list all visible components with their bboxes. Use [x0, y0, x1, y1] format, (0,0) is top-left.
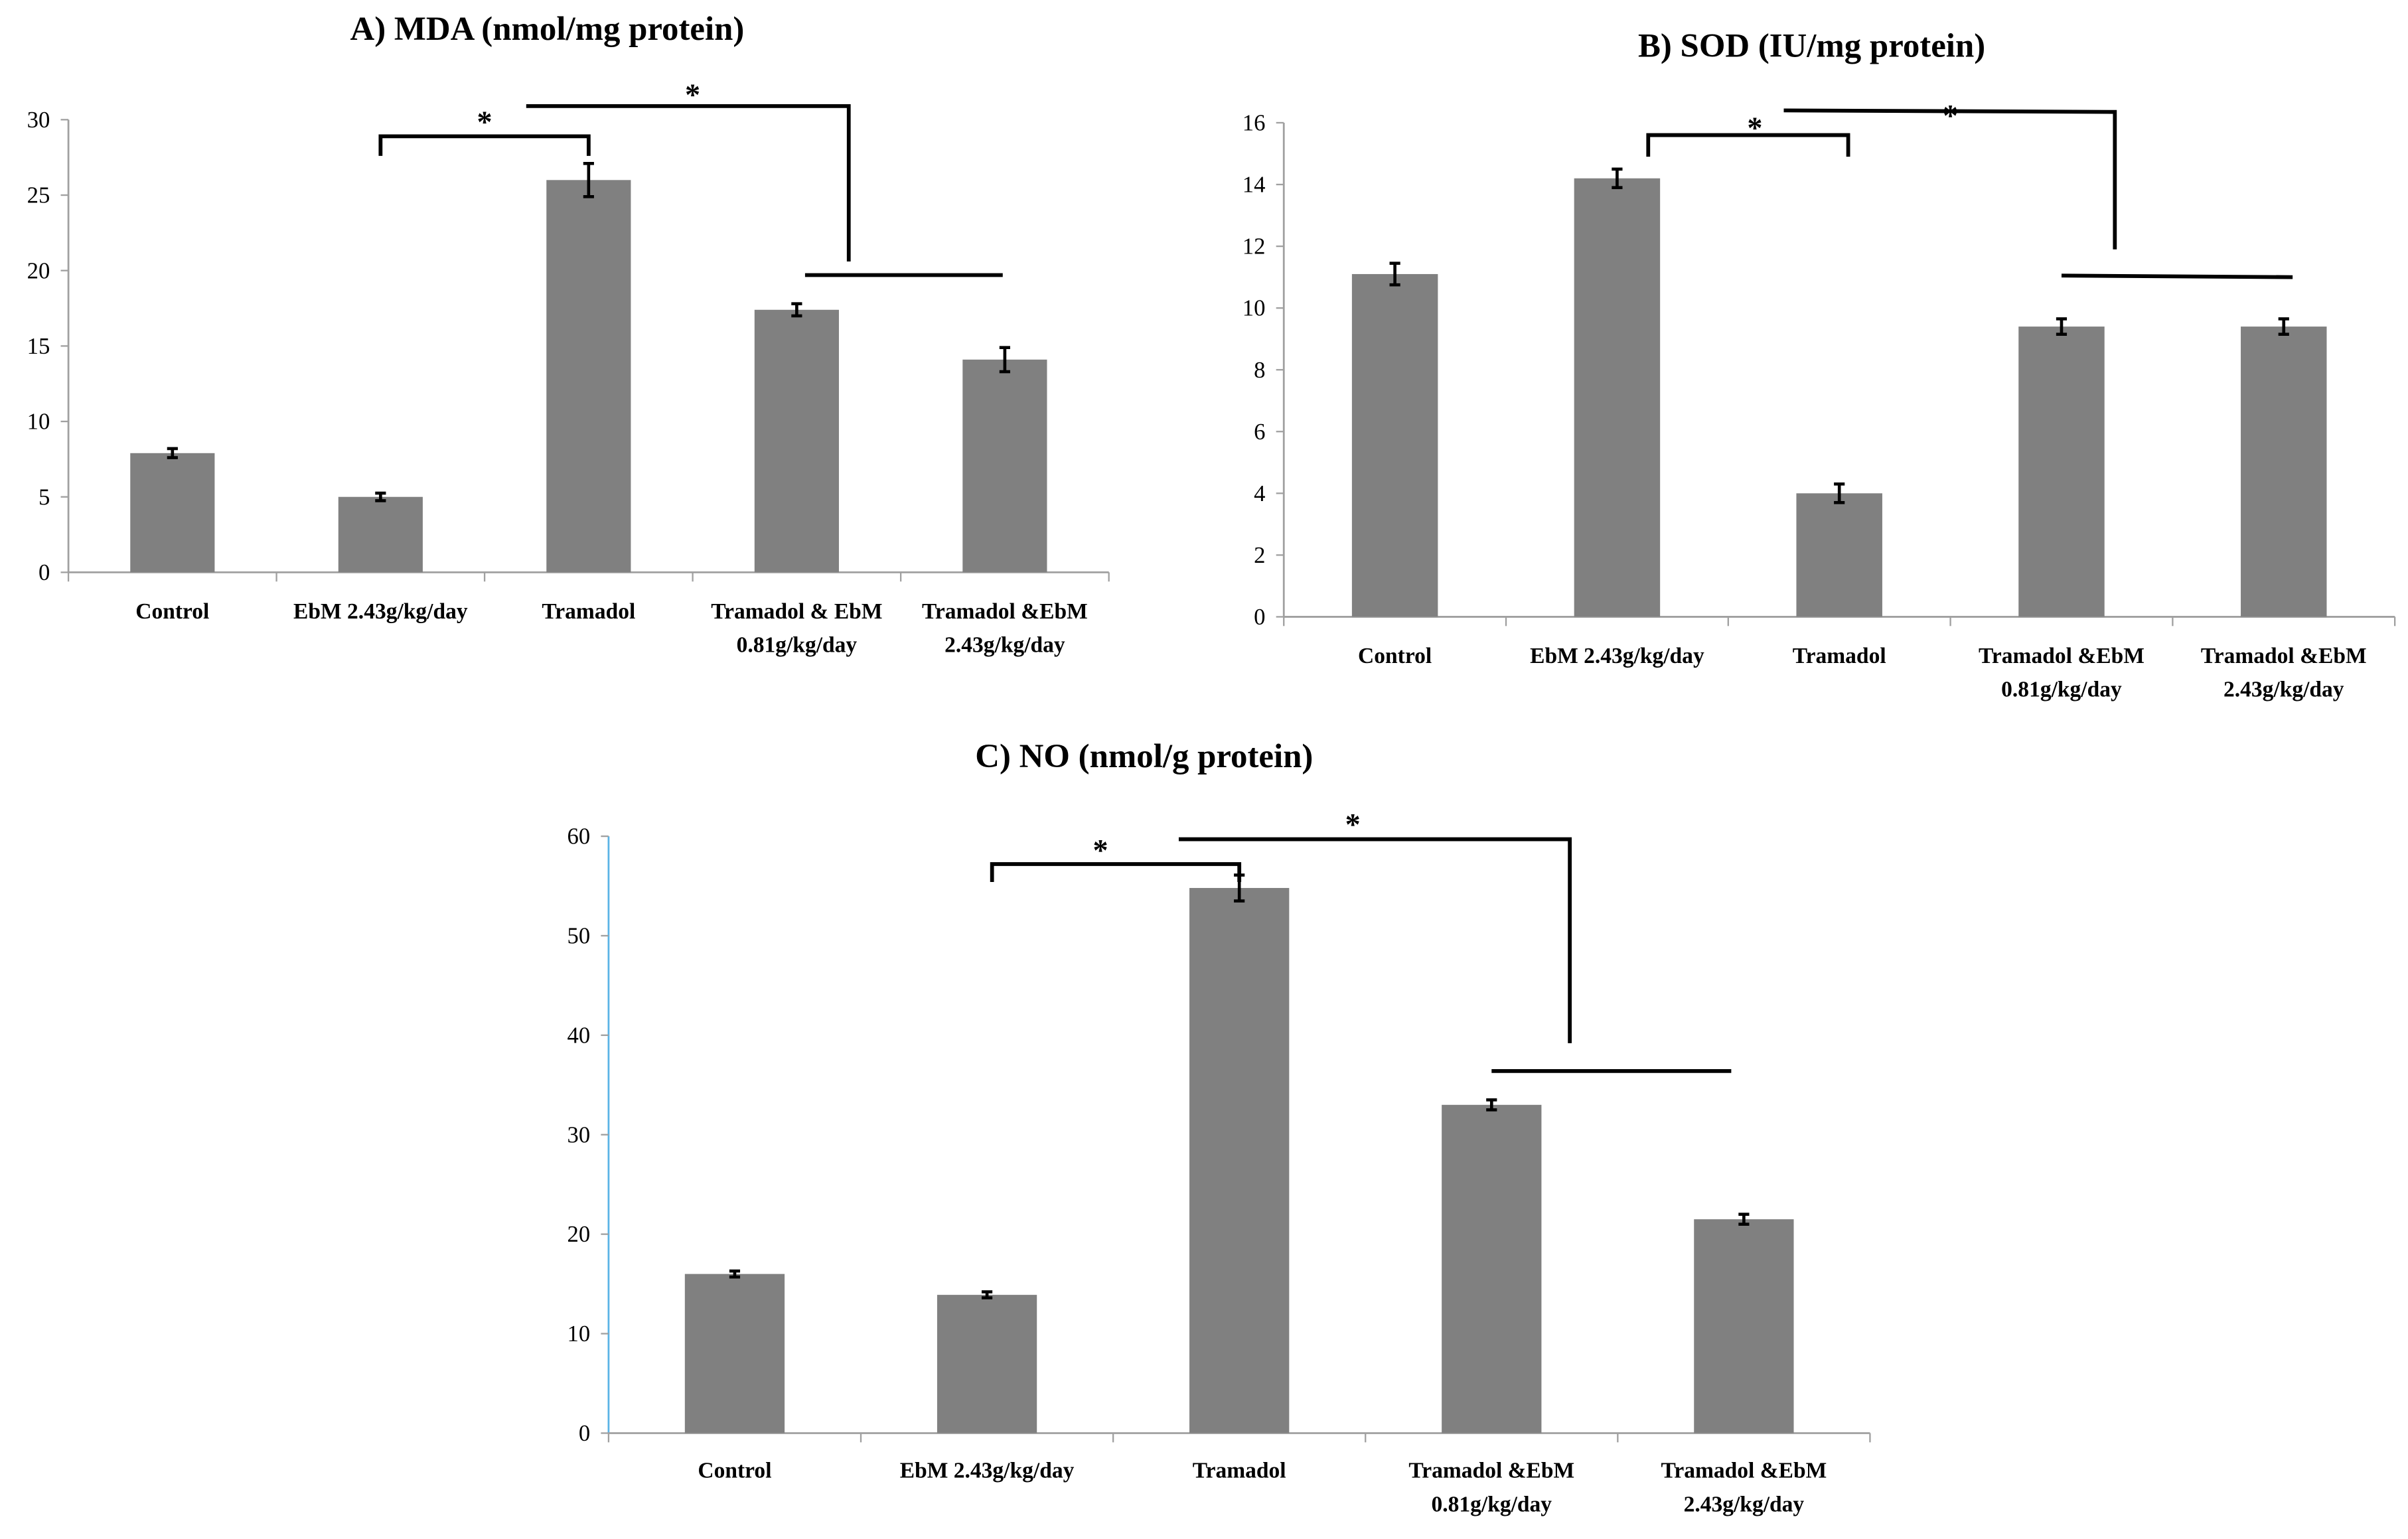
y-tick-label: 40: [567, 1022, 591, 1048]
bar: [1189, 888, 1290, 1433]
significance-bracket: [1783, 108, 2117, 250]
x-tick-label: Tramadol: [1793, 644, 1886, 668]
bar: [1796, 493, 1882, 617]
significance-star: *: [1093, 834, 1108, 868]
bar: [937, 1295, 1037, 1433]
bar: [1694, 1219, 1794, 1433]
chart-title: C) NO (nmol/g protein): [975, 738, 1313, 775]
x-tick-label: Control: [698, 1459, 771, 1483]
x-tick-label: Tramadol &EbM: [1661, 1459, 1827, 1483]
y-tick-label: 50: [567, 923, 591, 949]
x-tick-label: Control: [1358, 644, 1432, 668]
bar: [338, 496, 423, 573]
y-tick-label: 2: [1254, 542, 1265, 568]
bar: [130, 453, 215, 573]
significance-star: *: [1943, 100, 1958, 133]
chart-title: B) SOD (IU/mg protein): [1638, 28, 1985, 65]
x-tick-label: EbM 2.43g/kg/day: [900, 1459, 1075, 1483]
y-tick-label: 12: [1242, 234, 1266, 259]
y-tick-label: 0: [1254, 604, 1265, 630]
x-tick-label: Tramadol &EbM: [2201, 644, 2367, 668]
y-tick-label: 0: [38, 559, 50, 585]
chart-panel-2: C) NO (nmol/g protein) 0 10 20 30 40 50 60 Contr…: [567, 738, 1871, 1516]
x-tick-label: EbM 2.43g/kg/day: [293, 599, 468, 624]
significance-bracket: [1178, 837, 1572, 1043]
chart-panel-1: B) SOD (IU/mg protein) 0 2 4 6 8 10 12 14 16 Contr…: [1242, 28, 2396, 702]
bar: [2241, 327, 2327, 617]
y-tick-label: 8: [1254, 357, 1265, 383]
bar: [1351, 273, 1438, 617]
bar: [546, 180, 631, 573]
y-tick-label: 30: [27, 107, 50, 133]
x-tick-label: Tramadol: [1193, 1459, 1286, 1483]
y-tick-label: 4: [1254, 480, 1265, 506]
x-tick-label: Tramadol &EbM: [1979, 644, 2145, 668]
y-tick-label: 60: [567, 824, 591, 849]
x-tick-label: Control: [135, 599, 209, 624]
x-tick-label: 2.43g/kg/day: [944, 633, 1065, 658]
y-tick-label: 30: [567, 1122, 591, 1147]
x-tick-label: EbM 2.43g/kg/day: [1530, 644, 1704, 668]
y-tick-label: 20: [567, 1221, 591, 1247]
y-tick-label: 5: [38, 484, 50, 510]
x-tick-label: 0.81g/kg/day: [737, 633, 858, 658]
bar: [1574, 178, 1661, 617]
y-tick-label: 0: [579, 1420, 590, 1446]
y-tick-label: 25: [27, 183, 50, 208]
x-tick-label: Tramadol &EbM: [1408, 1459, 1574, 1483]
x-tick-label: 0.81g/kg/day: [1431, 1492, 1552, 1516]
x-tick-label: Tramadol & EbM: [711, 599, 882, 624]
y-tick-label: 20: [27, 257, 50, 283]
significance-star: *: [685, 78, 700, 112]
significance-star: *: [477, 106, 492, 139]
y-tick-label: 16: [1242, 110, 1266, 136]
bar: [684, 1274, 785, 1433]
significance-bracket: [526, 104, 851, 262]
significance-bracket: [1646, 133, 1850, 157]
y-tick-label: 14: [1242, 172, 1266, 198]
y-tick-label: 15: [27, 333, 50, 359]
significance-bracket: [990, 862, 1242, 883]
bar: [1442, 1104, 1542, 1433]
x-tick-label: 2.43g/kg/day: [2223, 678, 2344, 702]
x-tick-label: Tramadol &EbM: [922, 599, 1088, 624]
y-tick-label: 10: [1242, 295, 1266, 321]
chart-panel-0: A) MDA (nmol/mg protein) 0 5 10 15 20 25 30 Cont…: [27, 11, 1110, 658]
significance-bracket: [2061, 273, 2293, 279]
x-tick-label: 2.43g/kg/day: [1684, 1492, 1805, 1516]
bar: [754, 309, 839, 573]
chart-title: A) MDA (nmol/mg protein): [350, 11, 745, 48]
y-tick-label: 10: [567, 1321, 591, 1347]
significance-star: *: [1345, 808, 1361, 842]
significance-bracket: [378, 134, 591, 156]
x-tick-label: 0.81g/kg/day: [2001, 678, 2122, 702]
x-tick-label: Tramadol: [542, 599, 635, 624]
y-tick-label: 10: [27, 409, 50, 435]
bar: [2018, 327, 2105, 617]
y-tick-label: 6: [1254, 419, 1265, 445]
significance-star: *: [1747, 111, 1762, 145]
bar: [962, 359, 1047, 573]
